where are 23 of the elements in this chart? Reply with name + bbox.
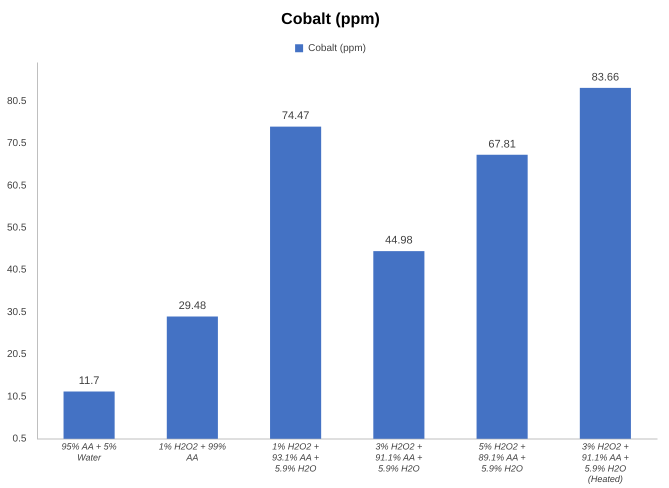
y-tick-label: 40.5 <box>6 264 27 276</box>
x-tick-label: 3% H2O2 + 91.1% AA + 5.9% H2O (Heated) <box>582 442 629 484</box>
data-label: 29.48 <box>178 300 206 312</box>
y-tick-label: 50.5 <box>6 222 27 234</box>
legend-label: Cobalt (ppm) <box>308 42 366 54</box>
y-tick-label: 20.5 <box>6 349 27 360</box>
data-label: 11.7 <box>78 375 100 388</box>
data-label: 67.81 <box>488 138 516 150</box>
x-tick-label: 1% H2O2 + 99% AA <box>158 442 226 462</box>
x-tick-label: 1% H2O2 + 93.1% AA + 5.9% H2O <box>272 442 320 474</box>
y-tick-label: 70.5 <box>6 138 27 150</box>
y-tick-label: 30.5 <box>6 306 27 318</box>
y-tick-label: 10.5 <box>6 391 27 402</box>
y-tick-label: 80.5 <box>6 96 27 107</box>
x-tick-label: 5% H2O2 + 89.1% AA + 5.9% H2O <box>478 442 526 474</box>
y-tick-label: 60.5 <box>6 180 27 192</box>
data-label: 44.98 <box>385 234 413 247</box>
x-tick-label: 95% AA + 5% Water <box>62 442 117 462</box>
chart-title: Cobalt (ppm) <box>281 11 380 28</box>
y-tick-label: 0.5 <box>12 434 27 445</box>
x-tick-label: 3% H2O2 + 91.1% AA + 5.9% H2O <box>375 442 422 474</box>
data-label: 74.47 <box>282 110 310 122</box>
data-label: 83.66 <box>592 71 620 84</box>
